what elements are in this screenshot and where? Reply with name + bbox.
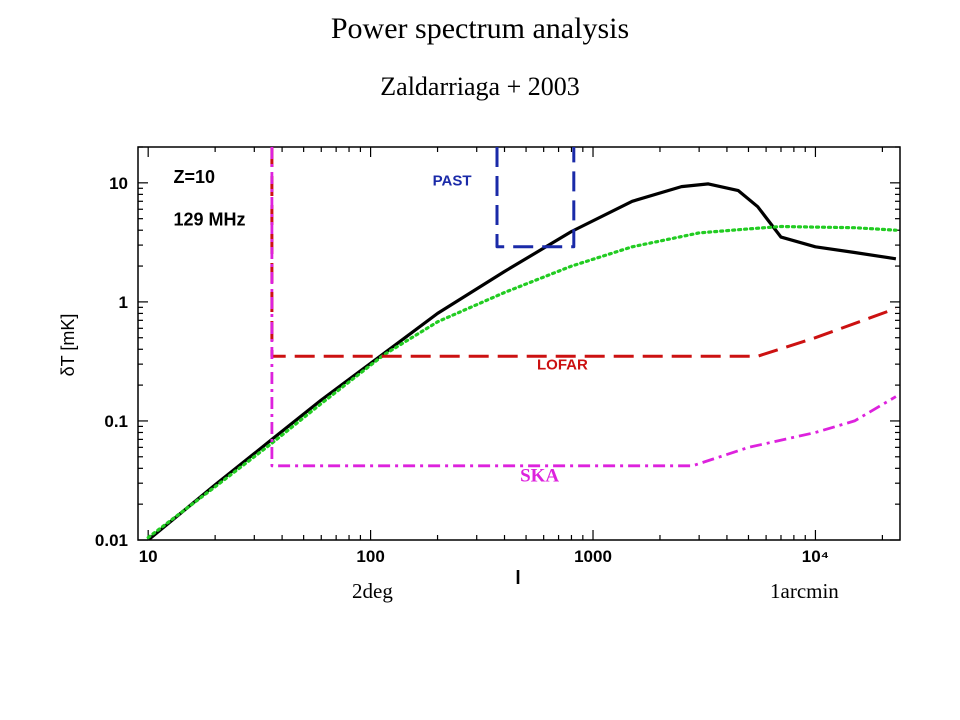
scale-note-1arcmin: 1arcmin <box>770 579 839 603</box>
page-title: Power spectrum analysis <box>330 12 630 45</box>
x-tick-label: 10 <box>139 547 158 566</box>
series-line-past <box>495 147 576 249</box>
annotation-129-mhz: 129 MHz <box>174 209 246 229</box>
series-line-lofar <box>270 147 897 358</box>
y-tick-label: 1 <box>119 293 128 312</box>
annotation-lofar: LOFAR <box>537 357 588 374</box>
x-tick-label: 1000 <box>574 547 612 566</box>
x-tick-label: 10⁴ <box>802 547 829 566</box>
plot-frame <box>137 146 901 541</box>
page-subtitle: Zaldarriaga + 2003 <box>380 72 580 101</box>
annotation-z-10: Z=10 <box>174 167 216 187</box>
chart-labels: 10 100 1000 10⁴ 0.01 0.1 1 10 l δT [mK] Z=10 129 MH… <box>58 167 829 589</box>
axes <box>137 146 901 541</box>
y-tick-label: 0.1 <box>104 412 128 431</box>
y-tick-label: 0.01 <box>95 531 128 550</box>
y-axis-label: δT [mK] <box>58 314 78 377</box>
annotation-past: PAST <box>433 172 472 189</box>
series-line-ska <box>270 147 897 468</box>
y-tick-label: 10 <box>109 174 128 193</box>
series-line-signal-dotted <box>146 224 898 540</box>
x-axis-label: l <box>515 568 520 589</box>
series-line-signal <box>147 182 897 540</box>
x-tick-label: 100 <box>356 547 384 566</box>
series-group <box>146 147 898 540</box>
scale-note-2deg: 2deg <box>352 579 393 603</box>
annotation-ska: SKA <box>520 466 559 487</box>
